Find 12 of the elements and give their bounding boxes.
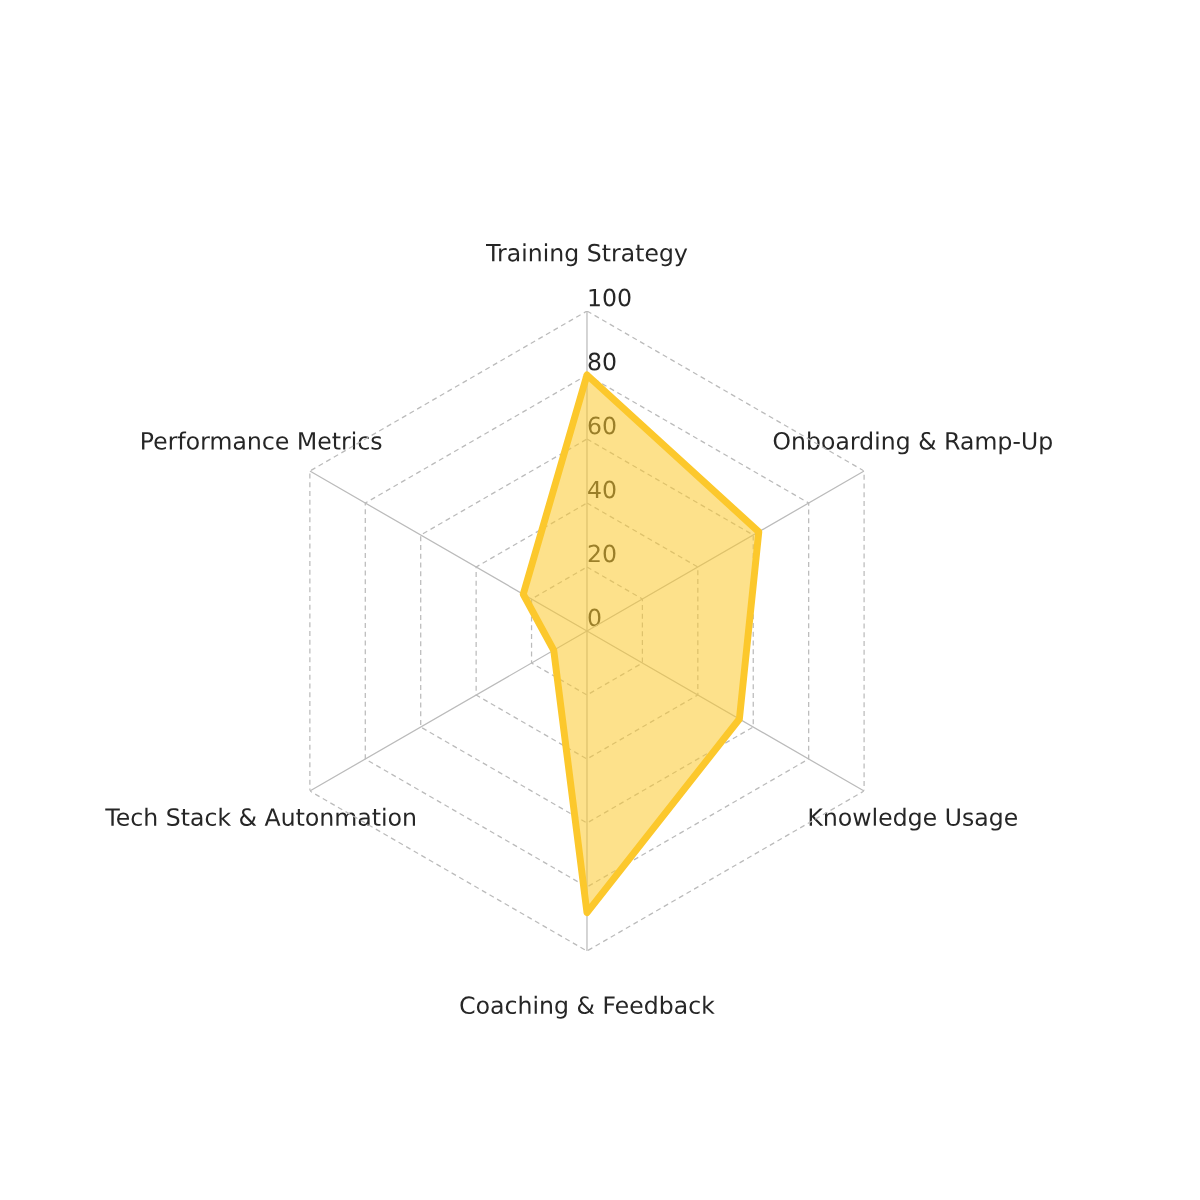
spoke-label: Training Strategy <box>486 243 688 267</box>
y-tick-label: 80 <box>588 352 616 371</box>
spoke-label: Performance Metrics <box>142 431 382 450</box>
y-tick-label: 0 <box>588 608 601 627</box>
spoke-label: Tech Stack & Autonmation <box>105 807 415 826</box>
y-tick-label: 60 <box>588 416 616 435</box>
y-tick-label: 20 <box>588 544 616 563</box>
spoke-label: Knowledge Usage <box>809 807 1017 831</box>
y-tick-label: 40 <box>588 480 616 499</box>
spoke-label: Onboarding & Ramp-Up <box>773 431 1052 455</box>
y-tick-label: 100 <box>589 288 631 307</box>
spoke-label: Coaching & Feedback <box>460 995 715 1019</box>
